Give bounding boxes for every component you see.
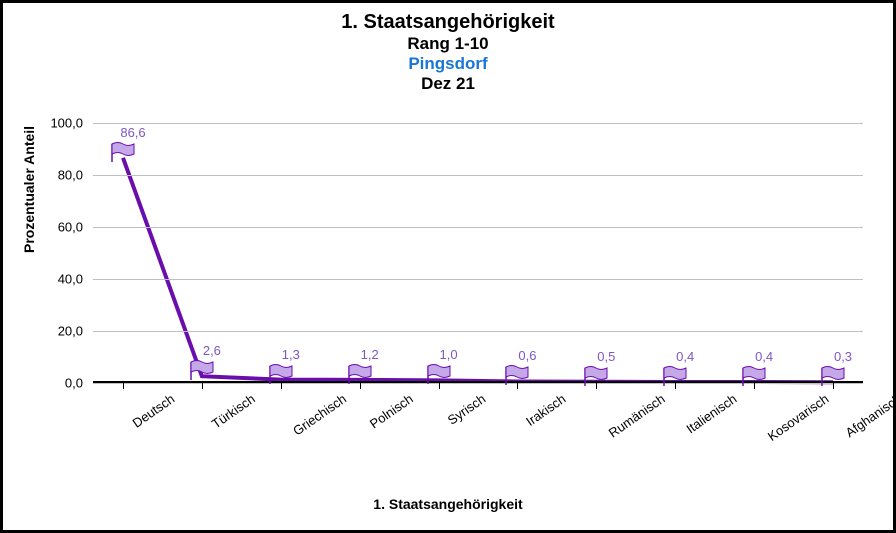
xtick-label: Afghanisch <box>843 391 896 440</box>
ytick-label: 40,0 <box>58 272 83 287</box>
data-point-marker <box>109 142 137 162</box>
value-label: 2,6 <box>203 343 221 358</box>
title-location: Pingsdorf <box>3 54 893 74</box>
xtick-label: Kosovarisch <box>765 391 832 444</box>
xtick-label: Deutsch <box>130 391 178 431</box>
data-point-marker <box>346 364 374 384</box>
value-label: 0,4 <box>676 349 694 364</box>
xtick-label: Griechisch <box>290 391 349 439</box>
value-label: 1,3 <box>282 347 300 362</box>
line-series <box>123 158 833 382</box>
ytick-label: 60,0 <box>58 220 83 235</box>
xtick <box>517 383 518 389</box>
value-label: 0,5 <box>597 349 615 364</box>
value-label: 86,6 <box>120 125 145 140</box>
chart-frame: 1. Staatsangehörigkeit Rang 1-10 Pingsdo… <box>0 0 896 533</box>
xtick <box>833 383 834 389</box>
gridline <box>93 227 863 228</box>
y-axis-label: Prozentualer Anteil <box>21 126 37 253</box>
plot-area: 0,020,040,060,080,0100,0 86,6Deutsch 2,6… <box>93 123 863 383</box>
value-label: 0,4 <box>755 349 773 364</box>
ytick-label: 0,0 <box>65 376 83 391</box>
ytick-label: 100,0 <box>50 116 83 131</box>
xtick <box>123 383 124 389</box>
gridline <box>93 331 863 332</box>
value-label: 0,6 <box>518 348 536 363</box>
title-line-4: Dez 21 <box>3 74 893 94</box>
xtick <box>360 383 361 389</box>
data-point-marker <box>425 364 453 384</box>
xtick <box>675 383 676 389</box>
value-label: 1,2 <box>361 347 379 362</box>
xtick-label: Syrisch <box>444 391 488 428</box>
data-point-marker <box>267 364 295 384</box>
title-line-1: 1. Staatsangehörigkeit <box>3 11 893 34</box>
xtick-label: Irakisch <box>524 391 569 429</box>
title-line-2: Rang 1-10 <box>3 34 893 54</box>
xtick-label: Polnisch <box>367 391 416 431</box>
xtick <box>754 383 755 389</box>
title-block: 1. Staatsangehörigkeit Rang 1-10 Pingsdo… <box>3 3 893 94</box>
xtick-label: Rumänisch <box>606 391 668 441</box>
ytick-label: 80,0 <box>58 168 83 183</box>
xtick-label: Italienisch <box>684 391 740 436</box>
xtick <box>202 383 203 389</box>
xtick <box>596 383 597 389</box>
xtick <box>439 383 440 389</box>
gridline <box>93 279 863 280</box>
x-axis-label: 1. Staatsangehörigkeit <box>3 496 893 512</box>
value-label: 1,0 <box>440 347 458 362</box>
xtick-label: Türkisch <box>209 391 258 431</box>
gridline <box>93 123 863 124</box>
value-label: 0,3 <box>834 349 852 364</box>
ytick-label: 20,0 <box>58 324 83 339</box>
gridline <box>93 175 863 176</box>
data-point-marker <box>188 360 216 380</box>
xtick <box>281 383 282 389</box>
